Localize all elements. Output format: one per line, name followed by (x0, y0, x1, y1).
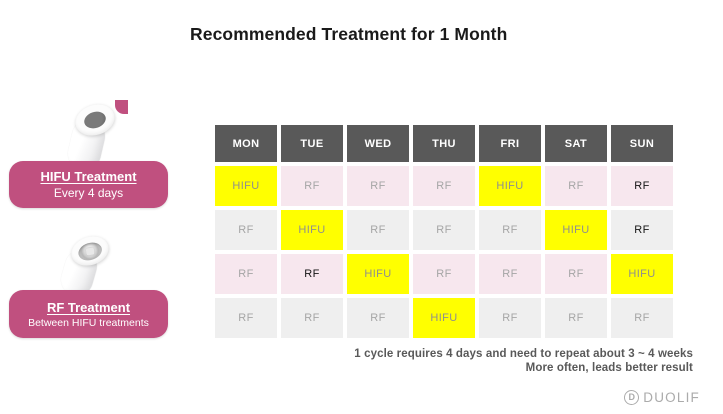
hifu-badge-title: HIFU Treatment (40, 169, 137, 184)
hifu-tip-aperture (82, 108, 108, 132)
schedule-cell-week4-thu: HIFU (413, 298, 475, 338)
duolif-logo-text: DUOLIF (643, 390, 700, 405)
footnote: 1 cycle requires 4 days and need to repe… (354, 347, 693, 375)
rf-badge-subtitle: Between HIFU treatments (28, 316, 149, 329)
schedule-cell-week2-mon: RF (215, 210, 277, 250)
schedule-cell-week1-thu: RF (413, 166, 475, 206)
schedule-cell-week1-sun: RF (611, 166, 673, 206)
schedule-cell-week4-sat: RF (545, 298, 607, 338)
schedule-cell-week2-tue: HIFU (281, 210, 343, 250)
day-header-sat: SAT (545, 125, 607, 162)
hifu-badge-subtitle: Every 4 days (53, 186, 124, 200)
duolif-logo-icon: D (624, 390, 640, 405)
schedule-cell-week3-mon: RF (215, 254, 277, 294)
schedule-cell-week2-thu: RF (413, 210, 475, 250)
schedule-cell-week4-sun: RF (611, 298, 673, 338)
hifu-treatment-badge: HIFU Treatment Every 4 days (9, 161, 168, 208)
schedule-cell-week4-wed: RF (347, 298, 409, 338)
schedule-cell-week3-sun: HIFU (611, 254, 673, 294)
schedule-cell-week4-mon: RF (215, 298, 277, 338)
footnote-line2: More often, leads better result (525, 362, 693, 374)
schedule-cell-week3-tue: RF (281, 254, 343, 294)
schedule-cell-week2-wed: RF (347, 210, 409, 250)
schedule-cell-week4-fri: RF (479, 298, 541, 338)
decorative-pink-fragment (115, 100, 128, 114)
day-header-mon: MON (215, 125, 277, 162)
footnote-line1: 1 cycle requires 4 days and need to repe… (354, 348, 693, 360)
schedule-cell-week1-wed: RF (347, 166, 409, 206)
day-header-thu: THU (413, 125, 475, 162)
schedule-cell-week3-fri: RF (479, 254, 541, 294)
schedule-cell-week1-tue: RF (281, 166, 343, 206)
page-title: Recommended Treatment for 1 Month (190, 24, 508, 44)
schedule-cell-week3-sat: RF (545, 254, 607, 294)
schedule-cell-week1-mon: HIFU (215, 166, 277, 206)
schedule-cell-week4-tue: RF (281, 298, 343, 338)
schedule-cell-week2-sun: RF (611, 210, 673, 250)
duolif-logo: D DUOLIF (624, 390, 700, 405)
day-header-wed: WED (347, 125, 409, 162)
schedule-cell-week3-wed: HIFU (347, 254, 409, 294)
rf-tip-electrodes (75, 239, 105, 263)
day-header-sun: SUN (611, 125, 673, 162)
rf-treatment-badge: RF Treatment Between HIFU treatments (9, 290, 168, 338)
day-header-fri: FRI (479, 125, 541, 162)
day-header-tue: TUE (281, 125, 343, 162)
rf-badge-title: RF Treatment (46, 299, 131, 315)
schedule-cell-week1-fri: HIFU (479, 166, 541, 206)
treatment-schedule-table: MON TUE WED THU FRI SAT SUN HIFU RF RF RF HIFU RF RF R… (215, 125, 673, 338)
schedule-cell-week3-thu: RF (413, 254, 475, 294)
hifu-handpiece-image (58, 99, 122, 174)
rf-handpiece-image (55, 231, 117, 300)
schedule-cell-week2-sat: HIFU (545, 210, 607, 250)
schedule-cell-week2-fri: RF (479, 210, 541, 250)
schedule-cell-week1-sat: RF (545, 166, 607, 206)
